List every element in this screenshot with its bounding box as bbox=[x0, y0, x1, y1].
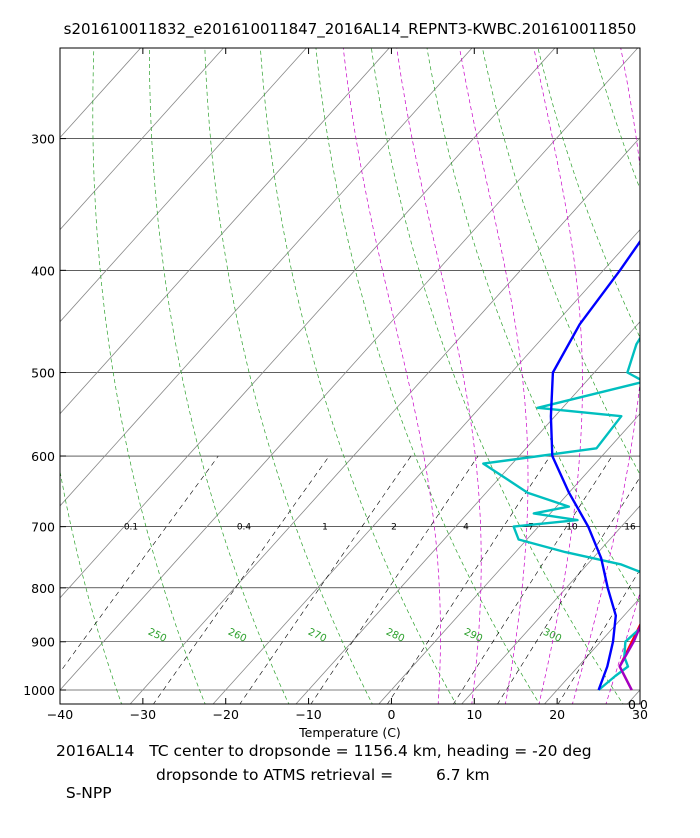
moist-adiabat-line bbox=[637, 0, 700, 712]
mixing-ratio-label: 2 bbox=[391, 523, 397, 533]
skewt-chart: 0.10.41247101681216202428322502602702802… bbox=[0, 0, 700, 800]
mixing-ratio-label: 0.1 bbox=[124, 523, 138, 533]
y-tick-label: 600 bbox=[31, 449, 55, 464]
dry-adiabat-line bbox=[0, 0, 22, 712]
dry-adiabat-line bbox=[665, 0, 700, 712]
x-tick-label: 20 bbox=[549, 707, 565, 722]
distance-label: dropsonde to ATMS retrieval = bbox=[156, 766, 393, 784]
satellite-name: S-NPP bbox=[66, 784, 112, 802]
moist-adiabat-line bbox=[670, 0, 700, 712]
mixing-ratio-label: 4 bbox=[463, 523, 469, 533]
dry-adiabat-line bbox=[0, 0, 64, 712]
x-tick-label: −40 bbox=[47, 707, 73, 722]
mixing-ratio-label: 10 bbox=[566, 523, 578, 533]
y-tick-label: 700 bbox=[31, 520, 55, 535]
y-tick-label: 800 bbox=[31, 581, 55, 596]
y-tick-label: 400 bbox=[31, 263, 55, 278]
x-tick-label: −10 bbox=[295, 707, 321, 722]
corner-label: 0 0 bbox=[628, 697, 648, 712]
x-tick-label: −20 bbox=[213, 707, 239, 722]
mixing-ratio-label: 16 bbox=[624, 523, 636, 533]
y-tick-label: 500 bbox=[31, 366, 55, 381]
x-tick-label: 0 bbox=[387, 707, 395, 722]
caption-line-1: 2016AL14 TC center to dropsonde = 1156.4… bbox=[56, 742, 592, 760]
x-tick-label: −30 bbox=[130, 707, 156, 722]
mixing-ratio-label: 0.4 bbox=[237, 523, 252, 533]
y-tick-label: 900 bbox=[31, 635, 55, 650]
x-axis-label: Temperature (C) bbox=[298, 725, 401, 740]
y-tick-label: 1000 bbox=[23, 683, 55, 698]
y-tick-label: 300 bbox=[31, 132, 55, 147]
distance-value: 6.7 km bbox=[436, 766, 490, 784]
x-tick-label: 10 bbox=[466, 707, 482, 722]
mixing-ratio-label: 1 bbox=[322, 523, 328, 533]
caption-line-2: S-NPP dropsonde to ATMS retrieval = 6.7 … bbox=[56, 766, 112, 838]
